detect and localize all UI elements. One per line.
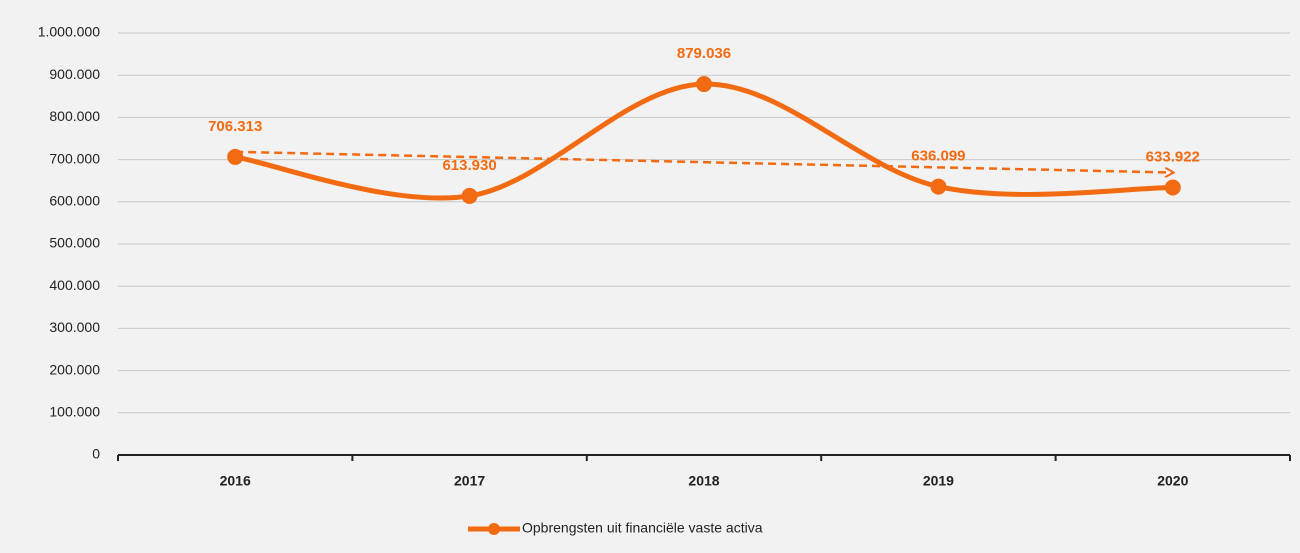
data-label: 879.036 [677, 45, 731, 62]
x-tick-label: 2018 [688, 473, 719, 489]
x-tick-label: 2019 [923, 473, 954, 489]
data-point [930, 178, 947, 195]
data-label: 613.930 [442, 157, 496, 174]
y-tick-label: 500.000 [49, 235, 100, 251]
y-tick-label: 600.000 [49, 193, 100, 209]
y-tick-label: 700.000 [49, 150, 100, 166]
y-tick-label: 200.000 [49, 361, 100, 377]
y-tick-label: 400.000 [49, 277, 100, 293]
data-point [696, 76, 712, 93]
data-label: 633.922 [1146, 148, 1200, 165]
data-point [461, 187, 478, 204]
y-tick-label: 0 [92, 446, 100, 462]
legend-marker [488, 523, 500, 535]
y-tick-label: 1.000.000 [38, 24, 100, 40]
data-label: 636.099 [911, 148, 965, 165]
y-tick-label: 800.000 [49, 108, 100, 124]
data-label: 706.313 [208, 118, 262, 135]
data-point [227, 148, 244, 165]
data-point [1164, 179, 1181, 196]
x-tick-label: 2017 [454, 473, 485, 489]
x-tick-label: 2016 [220, 473, 251, 489]
y-tick-label: 900.000 [49, 66, 100, 82]
legend-label: Opbrengsten uit financiële vaste activa [522, 520, 763, 536]
x-tick-label: 2020 [1157, 473, 1188, 489]
y-tick-label: 300.000 [49, 319, 100, 335]
trendline [235, 150, 1173, 173]
y-tick-label: 100.000 [49, 404, 100, 420]
